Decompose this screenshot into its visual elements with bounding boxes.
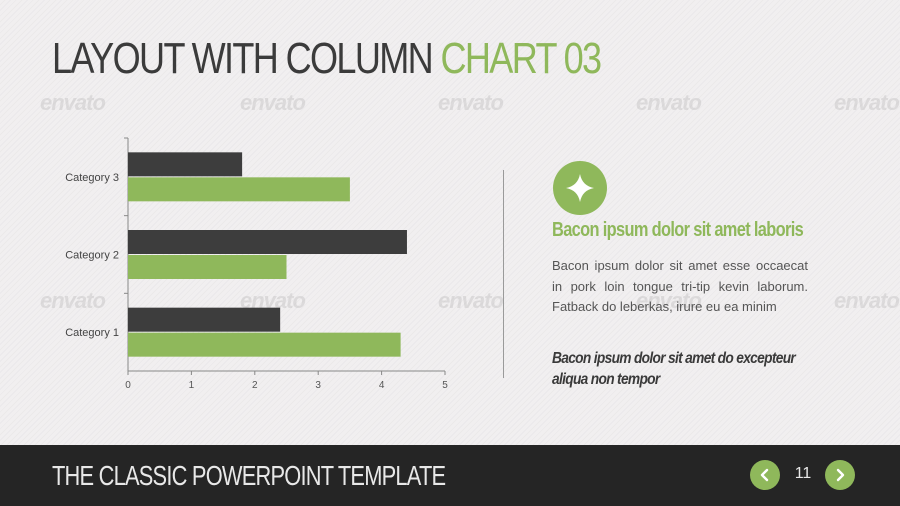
watermark-text: envato [636,90,702,115]
x-tick-label: 5 [442,380,448,391]
watermark-text: envato [834,90,900,115]
footer-title: THE CLASSIC POWERPOINT TEMPLATE [52,460,446,491]
title-accent: CHART 03 [440,34,602,83]
sparkle-badge [553,161,607,215]
bar-series-1-category-1 [128,307,281,332]
watermark-text: envato [40,90,106,115]
slide-canvas: LAYOUT WITH COLUMN CHART 03 envato envato… [0,0,900,445]
vertical-divider [503,170,504,378]
chevron-left-icon [760,468,769,482]
slide-title: LAYOUT WITH COLUMN CHART 03 [52,34,602,84]
category-label: Category 2 [65,250,119,262]
footer-bar: THE CLASSIC POWERPOINT TEMPLATE 11 [0,445,900,506]
bar-series-1-category-2 [128,230,407,254]
bar-series-2-category-1 [128,332,401,357]
side-quote-line-2: aliqua non tempor [552,371,660,388]
category-label: Category 1 [65,327,119,339]
bar-series-2-category-2 [128,255,287,279]
x-tick-label: 3 [315,380,321,391]
x-tick-label: 4 [379,380,385,391]
bar-series-1-category-3 [128,152,243,177]
side-heading: Bacon ipsum dolor sit amet laboris [552,219,804,241]
side-body-text: Bacon ipsum dolor sit amet esse occaecat… [552,258,808,314]
side-quote-line-1: Bacon ipsum dolor sit amet do excepteur [552,350,796,367]
watermark-text: envato [834,288,900,313]
x-tick-label: 1 [189,380,195,391]
sparkle-icon [566,174,594,202]
side-quote: Bacon ipsum dolor sit amet do excepteur … [552,348,810,390]
page-number: 11 [794,465,812,482]
chevron-right-icon [836,468,845,482]
category-label: Category 3 [65,172,119,184]
x-tick-label: 2 [252,380,258,391]
next-slide-button[interactable] [825,460,855,490]
watermark-text: envato [240,90,306,115]
watermark-text: envato [438,90,504,115]
bar-chart: 0 1 2 3 4 5 Category 1 Category 2 Category 3 [65,137,448,391]
bar-series-2-category-3 [128,177,350,202]
x-tick-label: 0 [125,380,131,391]
previous-slide-button[interactable] [750,460,780,490]
title-main: LAYOUT WITH COLUMN [52,34,441,83]
